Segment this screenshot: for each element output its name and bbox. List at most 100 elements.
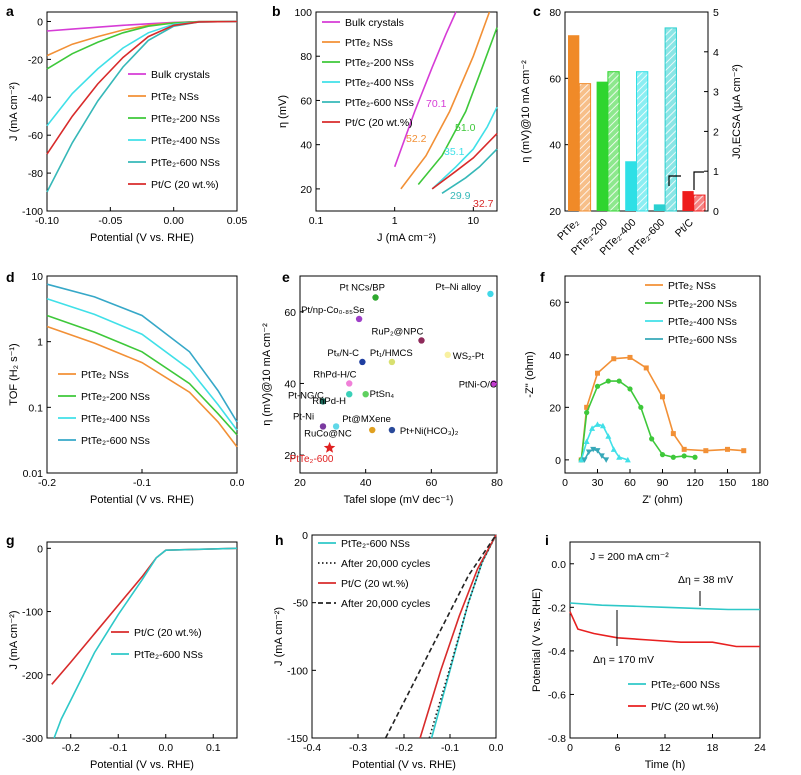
data-point (594, 383, 601, 389)
data-point (578, 456, 585, 463)
series-line (569, 611, 760, 648)
x-tick-label: 24 (754, 742, 766, 754)
data-point (418, 337, 425, 344)
plot-frame (46, 541, 238, 739)
y-tick-label: 20 (284, 450, 296, 462)
series-line (430, 534, 497, 739)
legend-label: PtTe₂-600 NSs (345, 97, 414, 109)
data-point (359, 358, 366, 366)
panel-i: i 0 6 12 18 24 0.0 -0.2 -0.4 -0.6 -0.8 Time (h) Pote… (531, 532, 766, 771)
y-tick-label: -300 (22, 733, 43, 745)
x-axis-label: Potential (V vs. RHE) (90, 232, 194, 244)
data-point (610, 446, 617, 452)
data-point (388, 358, 396, 366)
axis-arrow (668, 175, 681, 186)
data-point (583, 438, 590, 444)
legend-label: After 20,000 cycles (341, 558, 430, 570)
data-point (589, 425, 596, 431)
x-axis-label: Potential (V vs. RHE) (90, 759, 194, 771)
series-line (419, 534, 497, 739)
y2-tick-label: 0 (713, 206, 719, 218)
data-point (346, 380, 353, 387)
point-label: RhPd-H/C (313, 369, 356, 380)
y-tick-label: -100 (287, 665, 308, 677)
series-line (46, 298, 238, 431)
data-point (638, 404, 644, 410)
data-point (444, 351, 451, 358)
x-tick-label: -0.2 (395, 742, 413, 754)
x-tick-label: -0.2 (38, 477, 56, 489)
x-tick-label: 10 (467, 215, 479, 227)
annotation-label: Δη = 38 mV (678, 574, 733, 586)
legend-label: PtTe₂-600 NSs (151, 157, 220, 169)
point-label: RhPd-H (312, 396, 346, 407)
data-point (594, 421, 601, 427)
data-point (487, 290, 494, 298)
legend-label: PtTe₂-600 NSs (81, 435, 150, 447)
legend-label: PtTe₂-600 NSs (134, 649, 203, 661)
series-line (53, 547, 238, 739)
data-point (741, 448, 747, 454)
series-line (431, 106, 498, 190)
legend-label: PtTe₂ NSs (668, 280, 716, 292)
x-tick-label: -0.4 (303, 742, 321, 754)
x-tick-label: 180 (751, 477, 769, 489)
point-label: Pt–Ni alloy (435, 282, 481, 293)
bar-exchange-current (578, 83, 592, 212)
panel-letter: h (275, 532, 284, 548)
x-tick-label: 150 (719, 477, 737, 489)
series-line (569, 602, 760, 611)
x-axis-label: Z' (ohm) (642, 494, 683, 506)
annotation-label: 35.1 (444, 146, 465, 158)
data-point (605, 433, 612, 439)
bar-exchange-current (664, 27, 677, 212)
point-label: RuCo@NC (304, 428, 352, 439)
y-tick-label: 20 (300, 184, 312, 196)
plot-frame (299, 275, 498, 474)
x-tick-label: 90 (657, 477, 669, 489)
x-tick-label: 120 (686, 477, 704, 489)
x-tick-label: -0.1 (133, 477, 151, 489)
x-tick-label: 0.0 (489, 742, 504, 754)
bar-overpotential (596, 81, 608, 212)
annotation-label: J = 200 mA cm⁻² (590, 551, 669, 563)
panel-g: g -0.2 -0.1 0.0 0.1 0 -100 -200 -300 Potential (V… (6, 532, 238, 771)
bar-exchange-current (693, 194, 706, 212)
panel-h: h -0.4 -0.3 -0.2 -0.1 0.0 0 -50 -100 -150 Potentia… (273, 530, 503, 771)
y-axis-label: η (mV) (277, 95, 289, 128)
legend-label: PtTe₂-600 NSs (651, 679, 720, 691)
data-point (659, 452, 666, 458)
point-label: Pt-Ni (293, 411, 314, 422)
point-label: PtSn₄ (370, 389, 395, 400)
series-line (46, 314, 238, 436)
panel-b: b 0.1 1 10 20 40 60 80 100 J (mA cm⁻²) η (mV) Bulk … (272, 3, 498, 244)
x-tick-label: 60 (624, 477, 636, 489)
panel-e: e 20 40 60 80 20 40 60 Tafel slope (mV dec⁻¹) η (… (261, 269, 503, 506)
legend-label: PtTe₂ NSs (151, 91, 199, 103)
x-tick-label: 0 (562, 477, 568, 489)
x-tick-label: 0.00 (163, 215, 184, 227)
panel-letter: d (6, 269, 15, 285)
x-tick-label: Pt/C (673, 216, 696, 239)
data-point (611, 356, 617, 362)
panel-letter: g (6, 532, 15, 548)
legend-label: PtTe₂ NSs (81, 369, 129, 381)
y-tick-label: 20 (549, 206, 561, 218)
y2-tick-label: 5 (713, 7, 719, 19)
x-tick-label: 6 (615, 742, 621, 754)
data-point (681, 453, 687, 459)
y-axis-label: η (mV)@10 mA cm⁻² (520, 60, 532, 163)
series-line (417, 27, 498, 186)
x-tick-label: -0.05 (98, 215, 122, 227)
series-line (428, 534, 497, 739)
y-tick-label: 40 (549, 140, 561, 152)
point-label: Pt NCs/BP (340, 282, 385, 293)
y-tick-label: 0.1 (28, 402, 43, 414)
axis-arrow (693, 171, 704, 190)
x-tick-label: 18 (707, 742, 719, 754)
y-tick-label: 1 (37, 337, 43, 349)
x-tick-label: 0 (567, 742, 573, 754)
x-tick-label: -0.2 (62, 742, 80, 754)
